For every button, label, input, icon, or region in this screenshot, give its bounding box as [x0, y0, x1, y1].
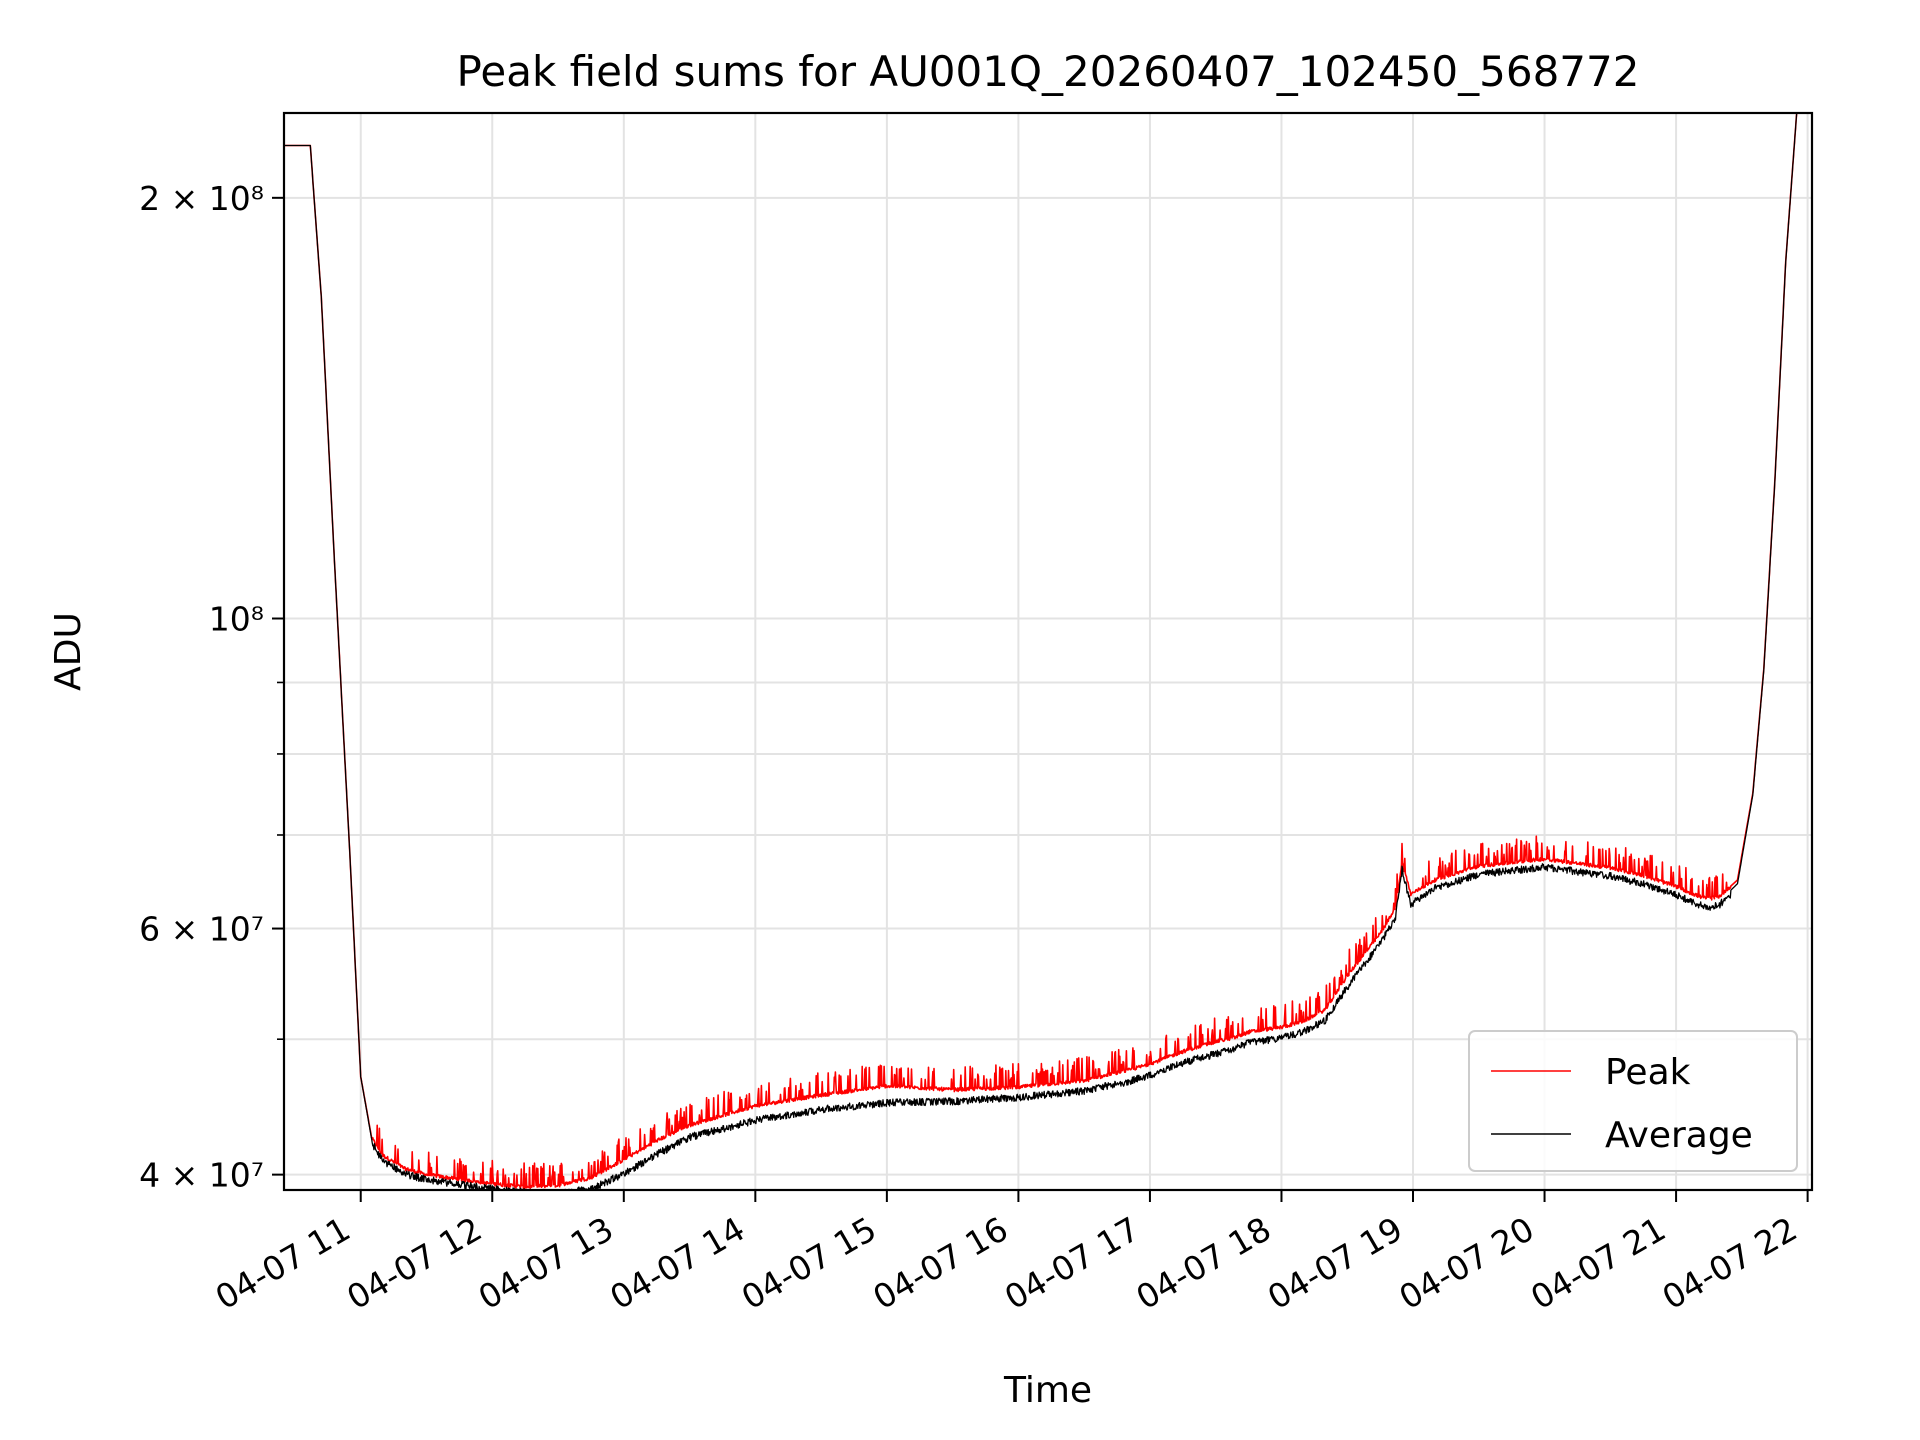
- legend-label-average: Average: [1605, 1115, 1753, 1156]
- legend: Peak Average: [1468, 1030, 1798, 1172]
- y-tick-label: 4 × 10⁷: [139, 1156, 264, 1195]
- plot-area: [284, 113, 1812, 1190]
- y-axis: 4 × 10⁷ 6 × 10⁷ 10⁸ 2 × 10⁸: [139, 179, 284, 1195]
- chart-title: Peak field sums for AU001Q_20260407_1024…: [457, 47, 1640, 96]
- series-line-average: [284, 113, 1812, 1190]
- grid: [284, 113, 1812, 1190]
- series-line-peak: [284, 113, 1812, 1190]
- x-axis-label: Time: [1003, 1370, 1092, 1411]
- axes-frame: [282, 111, 1814, 1192]
- y-tick-label: 10⁸: [209, 600, 264, 639]
- y-tick-label: 2 × 10⁸: [139, 179, 264, 218]
- legend-box: [1468, 1030, 1798, 1172]
- y-tick-label: 6 × 10⁷: [139, 910, 264, 949]
- y-axis-label: ADU: [48, 612, 89, 691]
- legend-label-peak: Peak: [1605, 1052, 1691, 1093]
